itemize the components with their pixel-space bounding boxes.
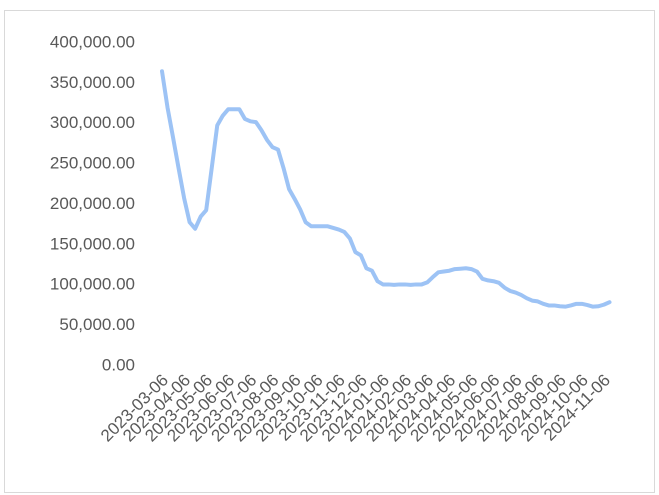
y-tick-label: 100,000.00: [50, 275, 135, 294]
y-tick-label: 200,000.00: [50, 194, 135, 213]
y-tick-label: 250,000.00: [50, 154, 135, 173]
data-line: [160, 69, 612, 309]
y-tick-label: 0.00: [102, 355, 135, 374]
y-tick-label: 150,000.00: [50, 234, 135, 253]
y-tick-label: 50,000.00: [59, 315, 135, 334]
y-tick-label: 300,000.00: [50, 113, 135, 132]
y-tick-label: 400,000.00: [50, 32, 135, 51]
chart-frame: [4, 10, 655, 493]
y-tick-label: 350,000.00: [50, 73, 135, 92]
